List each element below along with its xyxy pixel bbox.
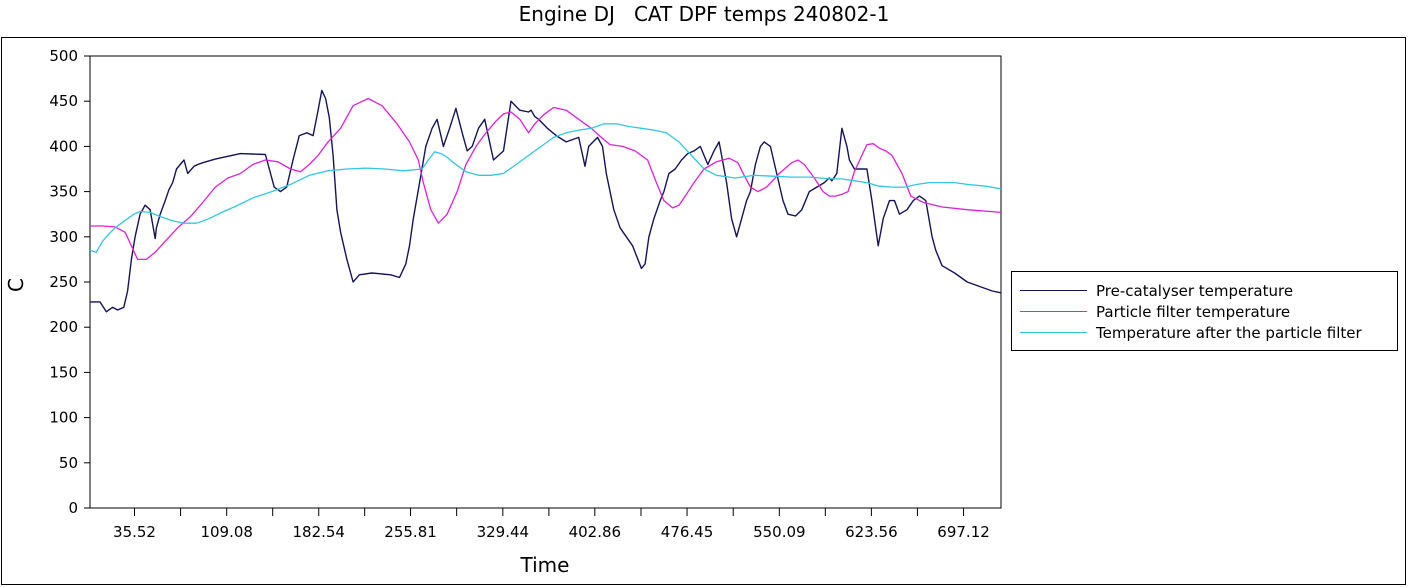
y-tick-label: 300 xyxy=(49,228,78,246)
legend-swatch xyxy=(1020,332,1087,333)
legend-swatch xyxy=(1020,290,1087,291)
x-tick-label: 182.54 xyxy=(292,523,345,541)
legend-label: Temperature after the particle filter xyxy=(1096,323,1362,342)
x-axis-title: Time xyxy=(520,553,570,577)
y-tick-label: 150 xyxy=(49,363,78,381)
x-tick-label: 329.44 xyxy=(477,523,530,541)
legend-item: Pre-catalyser temperature xyxy=(1012,280,1397,301)
plot-area: 0 50 100 150 200 250 300 350 400 450 500 35.52 109.0… xyxy=(4,47,1002,577)
x-tick-label: 255.81 xyxy=(384,523,437,541)
legend-swatch xyxy=(1020,311,1087,312)
legend: Pre-catalyser temperature Particle filter… xyxy=(1011,271,1398,351)
legend-label: Pre-catalyser temperature xyxy=(1096,281,1294,300)
x-tick-label: 476.45 xyxy=(661,523,714,541)
y-tick-label: 450 xyxy=(49,92,78,110)
x-tick-label: 697.12 xyxy=(937,523,990,541)
x-tick-label: 109.08 xyxy=(200,523,253,541)
x-tick-label: 623.56 xyxy=(845,523,898,541)
x-tick-label: 550.09 xyxy=(753,523,806,541)
chart-frame: 0 50 100 150 200 250 300 350 400 450 500 35.52 109.0… xyxy=(1,37,1406,585)
y-tick-label: 0 xyxy=(68,499,78,517)
legend-label: Particle filter temperature xyxy=(1096,302,1291,321)
series-line-1 xyxy=(90,89,1002,313)
y-tick-label: 100 xyxy=(49,409,78,427)
y-tick-label: 400 xyxy=(49,137,78,155)
series-line-3 xyxy=(89,123,1002,253)
y-tick-label: 50 xyxy=(59,454,78,472)
y-tick-label: 350 xyxy=(49,183,78,201)
plot-border xyxy=(89,55,1002,509)
x-tick-label: 402.86 xyxy=(569,523,622,541)
y-tick-label: 200 xyxy=(49,318,78,336)
y-axis-title: C xyxy=(4,278,28,292)
x-tick-label: 35.52 xyxy=(113,523,156,541)
chart-title: Engine DJ CAT DPF temps 240802-1 xyxy=(518,2,890,26)
legend-item: Particle filter temperature xyxy=(1012,301,1397,322)
y-tick-label: 250 xyxy=(49,273,78,291)
legend-item: Temperature after the particle filter xyxy=(1012,322,1397,343)
series-line-2 xyxy=(90,97,1002,261)
y-tick-label: 500 xyxy=(49,47,78,65)
